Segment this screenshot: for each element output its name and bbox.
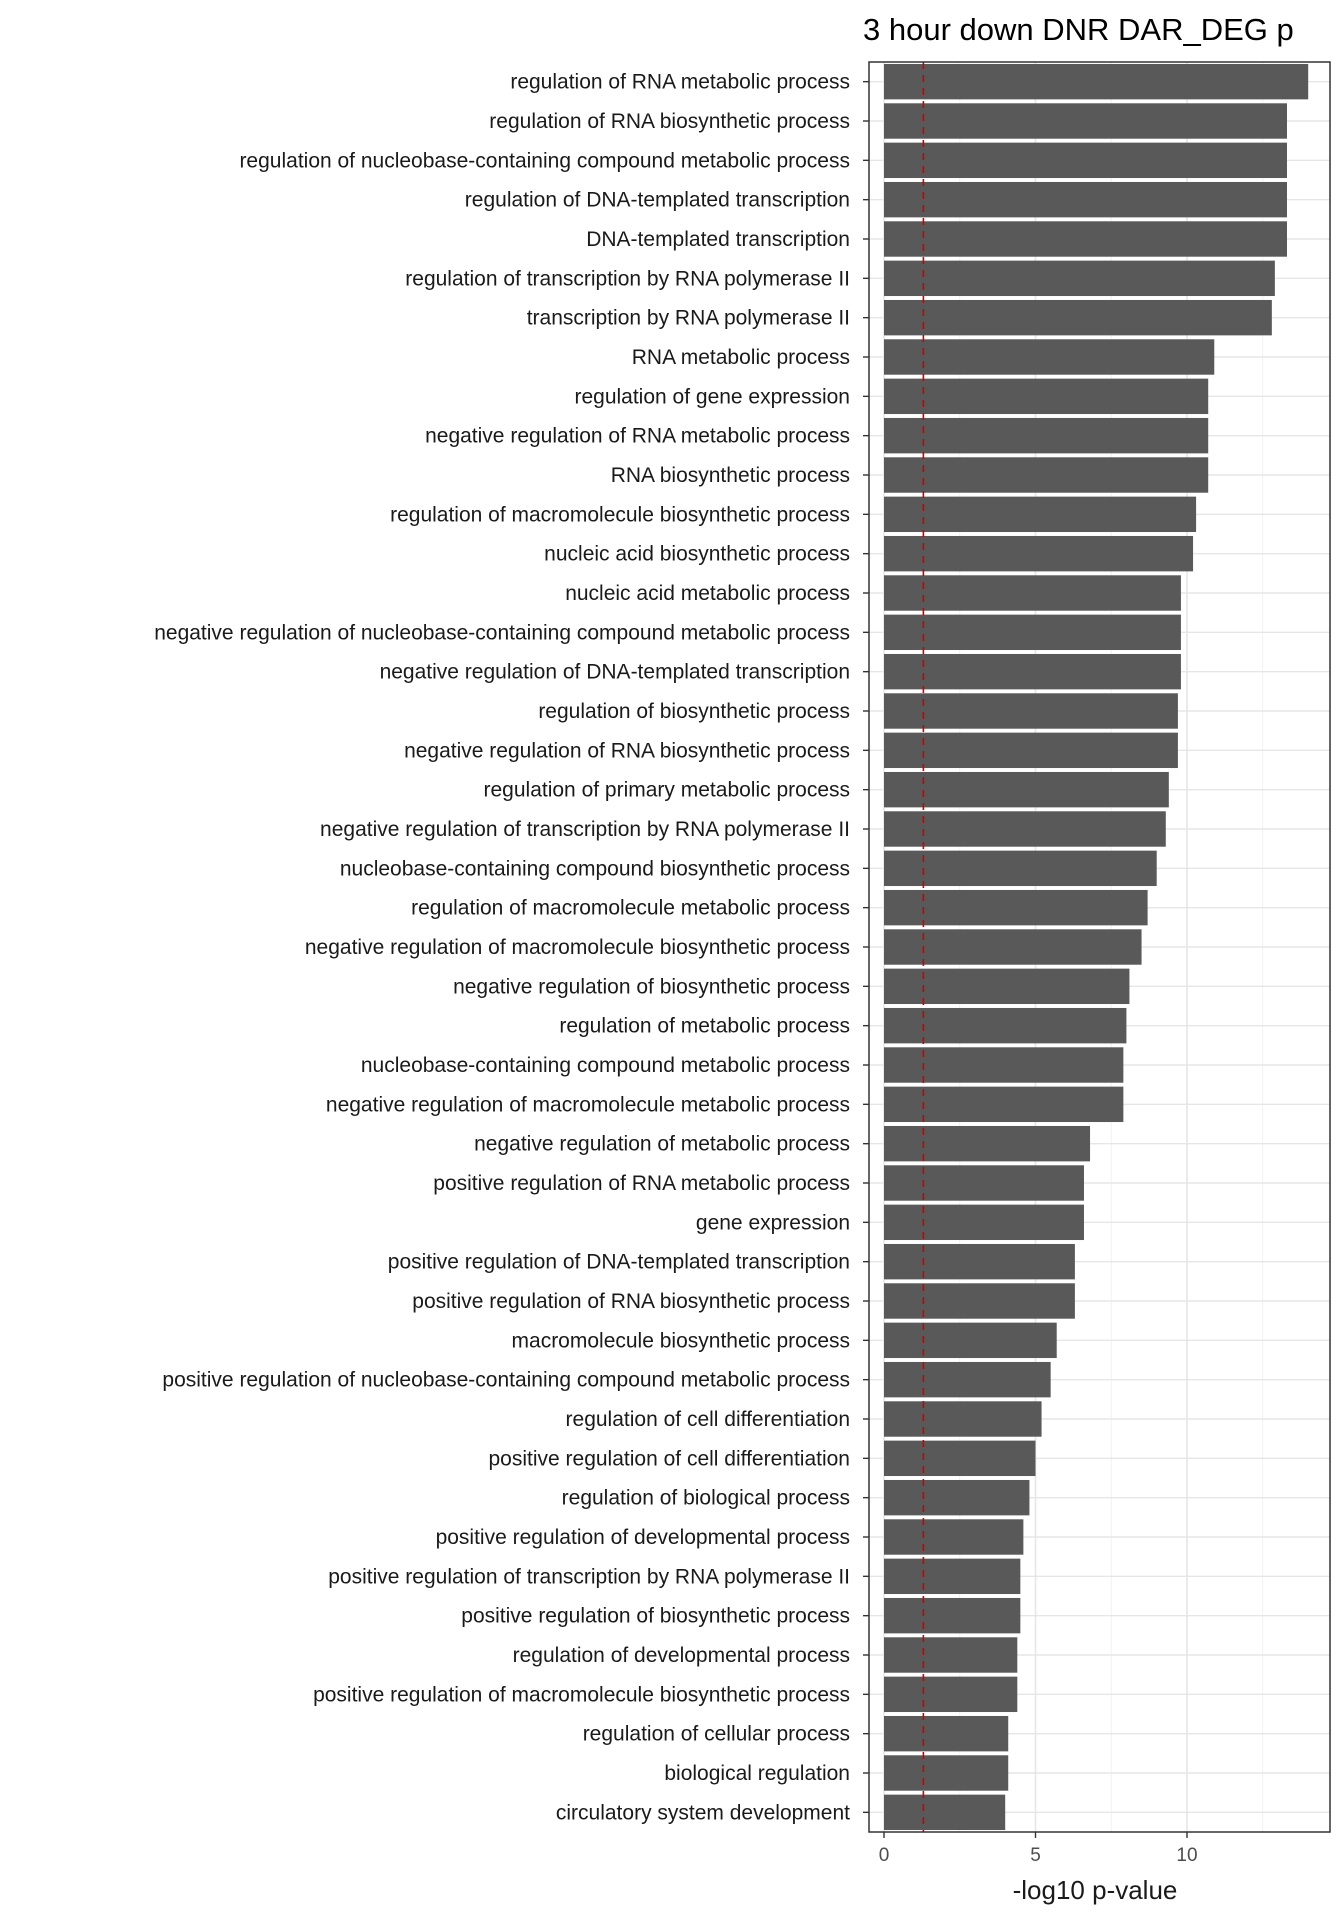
category-label: regulation of RNA metabolic process — [510, 71, 850, 94]
bar — [884, 1794, 1006, 1831]
category-label: regulation of developmental process — [513, 1644, 850, 1667]
bar — [884, 260, 1275, 297]
bar — [884, 1125, 1091, 1162]
bar — [884, 1361, 1051, 1398]
bar — [884, 1479, 1030, 1516]
category-label: positive regulation of DNA-templated tra… — [388, 1251, 850, 1274]
category-label: positive regulation of transcription by … — [328, 1565, 850, 1588]
bar — [884, 496, 1197, 533]
bar — [884, 299, 1272, 336]
category-label: negative regulation of RNA metabolic pro… — [425, 425, 850, 448]
bar — [884, 1204, 1084, 1241]
bar — [884, 1283, 1075, 1319]
category-label: negative regulation of DNA-templated tra… — [380, 661, 850, 684]
bar — [884, 732, 1178, 769]
x-axis-title: -log10 p-value — [1013, 1875, 1178, 1905]
category-label: positive regulation of developmental pro… — [436, 1526, 850, 1549]
bar — [884, 535, 1194, 572]
x-axis-ticks: 0 5 10 — [879, 1832, 1198, 1866]
bar — [884, 1047, 1124, 1083]
category-label: regulation of cell differentiation — [566, 1408, 850, 1431]
category-label: positive regulation of macromolecule bio… — [313, 1683, 850, 1706]
bar — [884, 1165, 1084, 1201]
category-label: circulatory system development — [556, 1801, 850, 1824]
category-label: DNA-templated transcription — [586, 228, 850, 251]
category-label: biological regulation — [664, 1762, 850, 1785]
category-label: positive regulation of biosynthetic proc… — [461, 1605, 850, 1628]
category-label: positive regulation of RNA biosynthetic … — [412, 1290, 850, 1313]
bar — [884, 63, 1309, 100]
category-label: positive regulation of cell differentiat… — [488, 1447, 850, 1470]
bar — [884, 1243, 1075, 1280]
bar — [884, 378, 1209, 415]
bar — [884, 1558, 1021, 1595]
category-label: nucleic acid metabolic process — [565, 582, 850, 605]
bar — [884, 850, 1157, 887]
category-label: regulation of macromolecule metabolic pr… — [411, 897, 850, 920]
bar — [884, 181, 1287, 218]
bar — [884, 1715, 1009, 1752]
category-label: regulation of primary metabolic process — [484, 779, 851, 802]
x-tick-label: 5 — [1030, 1845, 1041, 1866]
bar — [884, 811, 1166, 847]
category-label: positive regulation of nucleobase-contai… — [162, 1369, 850, 1392]
category-label: negative regulation of RNA biosynthetic … — [404, 739, 850, 762]
bar — [884, 1519, 1024, 1555]
bar — [884, 889, 1148, 926]
category-label: negative regulation of biosynthetic proc… — [453, 975, 850, 998]
bar — [884, 1676, 1018, 1713]
category-label: positive regulation of RNA metabolic pro… — [433, 1172, 850, 1195]
category-label: negative regulation of macromolecule met… — [326, 1093, 850, 1116]
category-label: regulation of macromolecule biosynthetic… — [390, 503, 850, 526]
bar — [884, 929, 1142, 965]
bar — [884, 1086, 1124, 1123]
category-label: nucleic acid biosynthetic process — [544, 543, 850, 566]
category-label: regulation of DNA-templated transcriptio… — [465, 189, 850, 212]
y-axis-ticks: regulation of RNA metabolic process regul… — [154, 71, 869, 1824]
category-label: gene expression — [696, 1211, 850, 1234]
bars — [884, 63, 1309, 1831]
category-label: regulation of biological process — [562, 1487, 850, 1510]
bar — [884, 693, 1178, 729]
bar — [884, 457, 1209, 493]
category-label: regulation of cellular process — [583, 1723, 850, 1746]
category-label: negative regulation of transcription by … — [320, 818, 850, 841]
category-label: regulation of gene expression — [574, 385, 850, 408]
bar — [884, 1440, 1036, 1477]
category-label: nucleobase-containing compound biosynthe… — [340, 857, 850, 880]
bar — [884, 653, 1181, 690]
bar — [884, 968, 1130, 1005]
chart-title: 3 hour down DNR DAR_DEG p — [863, 12, 1294, 47]
bar — [884, 1322, 1057, 1359]
bar — [884, 614, 1181, 651]
category-label: regulation of biosynthetic process — [538, 700, 850, 723]
category-label: regulation of transcription by RNA polym… — [405, 267, 850, 290]
category-label: regulation of RNA biosynthetic process — [489, 110, 850, 133]
category-label: macromolecule biosynthetic process — [512, 1329, 850, 1352]
category-label: RNA metabolic process — [632, 346, 850, 369]
bar — [884, 417, 1209, 454]
bar — [884, 103, 1287, 139]
bar — [884, 1597, 1021, 1634]
category-label: negative regulation of macromolecule bio… — [305, 936, 850, 959]
bar — [884, 1401, 1042, 1437]
bar — [884, 771, 1169, 808]
x-tick-label: 0 — [879, 1845, 890, 1866]
category-label: regulation of metabolic process — [559, 1015, 850, 1038]
bar — [884, 1637, 1018, 1673]
bar — [884, 142, 1287, 179]
bar — [884, 221, 1287, 257]
category-label: regulation of nucleobase-containing comp… — [239, 149, 850, 172]
bar — [884, 1007, 1127, 1044]
category-label: negative regulation of nucleobase-contai… — [154, 621, 850, 644]
category-label: transcription by RNA polymerase II — [527, 307, 850, 330]
bar — [884, 575, 1181, 611]
bar — [884, 339, 1215, 375]
category-label: negative regulation of metabolic process — [474, 1133, 850, 1156]
category-label: nucleobase-containing compound metabolic… — [361, 1054, 850, 1077]
x-tick-label: 10 — [1176, 1845, 1197, 1866]
bar — [884, 1755, 1009, 1791]
category-label: RNA biosynthetic process — [611, 464, 850, 487]
